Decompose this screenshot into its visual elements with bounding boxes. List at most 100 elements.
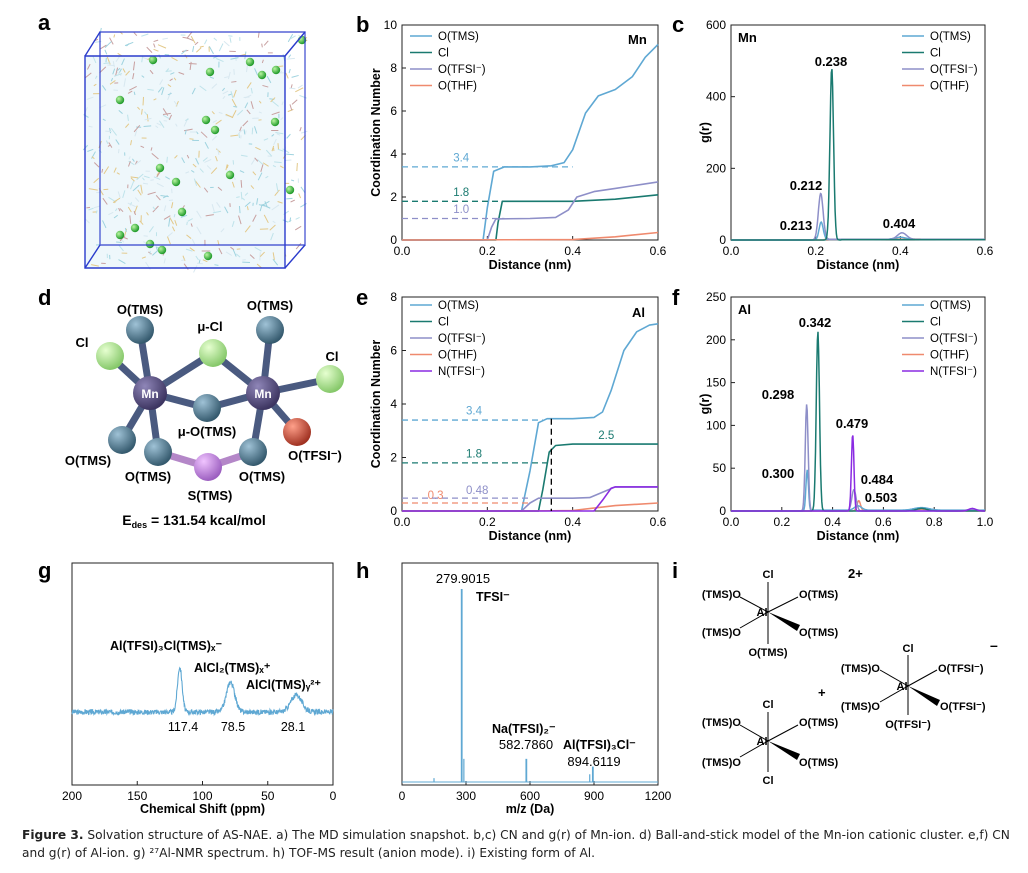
solvent-bond — [290, 199, 296, 203]
solvent-bond — [91, 264, 99, 267]
solvent-bond — [127, 90, 133, 94]
solvent-bond — [132, 73, 135, 80]
y-tick-label: 4 — [390, 147, 397, 161]
solvent-bond — [231, 220, 235, 227]
cn-series-line — [402, 443, 658, 512]
solvent-bond — [233, 89, 237, 98]
solvent-bond — [257, 172, 263, 181]
x-tick-label: 0.6 — [875, 515, 892, 529]
solvent-bond — [135, 160, 142, 165]
solvent-bond — [244, 130, 247, 135]
solvent-bond — [231, 181, 235, 188]
solvent-bond — [277, 143, 280, 150]
label-a: a — [38, 10, 51, 35]
solvent-bond — [160, 195, 169, 198]
solvent-bond — [128, 156, 131, 160]
solvent-bond — [254, 157, 259, 162]
solvent-bond — [256, 263, 262, 269]
solvent-bond — [227, 71, 231, 80]
solvent-bond — [117, 67, 121, 71]
solvent-bond — [150, 147, 153, 151]
ligand-label: (TMS)O — [702, 757, 742, 769]
legend-label: O(THF) — [438, 350, 477, 362]
x-tick-label: 0.0 — [723, 515, 740, 529]
solvent-bond — [222, 90, 229, 95]
solvent-bond — [129, 215, 132, 224]
y-axis-title: g(r) — [698, 394, 712, 415]
atom-label: S(TMS) — [188, 488, 233, 503]
y-tick-label: 2 — [390, 190, 397, 204]
x-tick-label: 0.4 — [564, 515, 581, 529]
ligand-label: O(TMS) — [799, 717, 838, 729]
y-tick-label: 6 — [390, 344, 397, 358]
solvent-bond — [182, 255, 186, 262]
solvent-bond — [205, 214, 214, 217]
solvent-bond — [162, 195, 168, 199]
solvent-bond — [271, 204, 280, 211]
peak-label: 0.298 — [762, 387, 795, 402]
metal-ion — [171, 177, 181, 187]
solvent-bond — [147, 88, 154, 91]
metal-ion — [155, 163, 165, 173]
solvent-bond — [168, 199, 174, 201]
legend-label: Cl — [930, 317, 941, 329]
solvent-bond — [264, 201, 268, 208]
solvent-bond — [214, 264, 219, 266]
al-complex-2plus: Cl Al O(TMS) (TMS)O (TMS)O O(TMS) O(TMS)… — [702, 566, 863, 659]
md-box-edges — [84, 31, 306, 269]
solvent-bond — [271, 100, 279, 107]
cn-series-line — [402, 323, 659, 512]
solvent-bond — [211, 83, 218, 89]
y-tick-label: 6 — [390, 104, 397, 118]
solvent-bond — [265, 175, 269, 179]
solvent-bond — [147, 191, 156, 196]
solvent-bond — [86, 96, 94, 100]
solvent-bond — [278, 70, 283, 75]
mz-label: 894.6119 — [567, 754, 620, 769]
x-axis-title: m/z (Da) — [506, 802, 555, 816]
legend-label: O(TMS) — [438, 31, 479, 43]
solvent-bond — [113, 167, 117, 173]
ligand-label: (TMS)O — [702, 627, 742, 639]
metal-ion — [257, 70, 267, 80]
metal-ion — [157, 245, 167, 255]
solvent-bond — [155, 246, 159, 252]
legend-label: O(TMS) — [930, 300, 971, 312]
atom-label: O(TFSI⁻) — [288, 448, 342, 463]
metal-ion — [285, 185, 295, 195]
solvent-bond — [170, 72, 175, 75]
y-tick-label: 0 — [390, 504, 397, 518]
y-tick-label: 0 — [390, 233, 397, 247]
solvent-bond — [199, 45, 204, 48]
solvent-bond — [118, 245, 124, 252]
ligand-label: O(TMS) — [748, 647, 787, 659]
solvent-bond — [122, 236, 128, 240]
solvent-bond — [203, 187, 209, 193]
x-tick-label: 0.6 — [650, 244, 667, 258]
solvent-bond — [156, 122, 162, 126]
solvent-bond — [125, 123, 130, 128]
label-c: c — [672, 12, 684, 37]
solvent-bond — [181, 157, 186, 164]
species-label: Na(TFSI)₂⁻ — [492, 722, 556, 736]
solvent-bond — [261, 59, 264, 64]
solvent-bond — [286, 197, 293, 200]
solvent-bond — [102, 118, 106, 122]
solvent-bond — [142, 177, 145, 181]
legend-label: O(TFSI⁻) — [930, 64, 978, 76]
solvent-bond — [112, 68, 116, 75]
panel-labels: a b c d e f g h i — [38, 10, 684, 583]
solvent-bond — [287, 108, 294, 113]
label-b: b — [356, 12, 369, 37]
gr-series-line — [731, 435, 985, 512]
metal-ion — [270, 117, 280, 127]
solvent-bond — [281, 101, 284, 106]
peak-label: 0.300 — [762, 466, 795, 481]
solvent-bond — [165, 176, 170, 180]
solvent-bond — [104, 41, 112, 48]
solvent-bond — [167, 232, 173, 237]
solvent-bond — [127, 206, 132, 213]
solvent-bond — [192, 163, 197, 168]
solvent-bond — [300, 186, 306, 193]
solvent-bond — [269, 224, 276, 231]
